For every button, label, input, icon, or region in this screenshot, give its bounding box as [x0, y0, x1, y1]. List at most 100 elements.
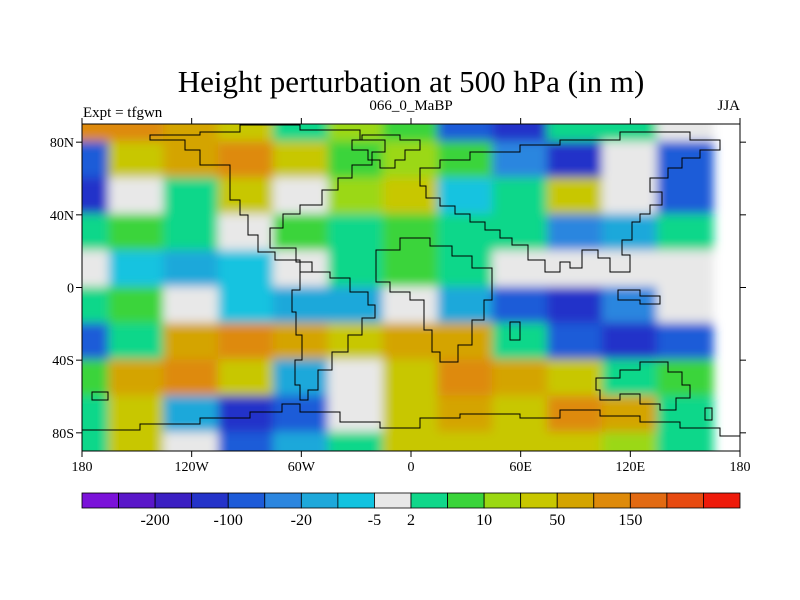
field-cell: [601, 213, 659, 253]
field-cell: [492, 286, 550, 325]
field-cell: [108, 395, 166, 434]
y-tick-label: 0: [67, 282, 74, 297]
chart-title: Height perturbation at 500 hPa (in m): [178, 64, 645, 99]
colorbar-label: -20: [291, 512, 312, 529]
field-cell: [82, 177, 111, 216]
field-cell: [382, 322, 440, 362]
y-tick-label: 40N: [50, 209, 74, 224]
field-cell: [656, 395, 714, 434]
colorbar-box: [81, 492, 119, 509]
colorbar-box: [191, 492, 229, 509]
field-cell: [656, 431, 714, 451]
field-cell: [327, 250, 385, 289]
field-cell: [437, 431, 495, 451]
height-field: [82, 124, 714, 451]
field-cell: [437, 359, 495, 398]
field-cell: [82, 250, 111, 289]
field-cell: [656, 141, 714, 180]
colorbar-box: [629, 492, 668, 509]
field-cell: [547, 124, 604, 144]
field-cell: [327, 359, 385, 398]
field-cell: [163, 431, 221, 451]
colorbar-box: [593, 492, 631, 509]
colorbar-box: [520, 492, 558, 509]
x-tick-label: 60W: [288, 460, 316, 475]
continent-outlines: [82, 124, 740, 437]
field-cell: [82, 322, 111, 362]
field-cell: [163, 177, 221, 216]
field-cell: [492, 213, 550, 253]
subtitle-right: JJA: [717, 98, 740, 114]
colorbar: -200 -100 -20 -5 2 10 50 150: [81, 492, 741, 529]
coastline-madagascar: [509, 321, 521, 341]
field-cell: [492, 177, 550, 216]
field-cell: [82, 286, 111, 325]
field-cell: [547, 322, 604, 362]
field-cell: [547, 213, 604, 253]
field-cell: [218, 177, 275, 216]
colorbar-box: [337, 492, 375, 509]
field-cell: [656, 250, 714, 289]
field-cell: [601, 395, 659, 434]
field-cell: [382, 141, 440, 180]
field-cell: [82, 395, 111, 434]
field-cell: [218, 359, 275, 398]
field-cell: [108, 322, 166, 362]
field-cell: [382, 124, 440, 144]
coastline-australia: [595, 361, 691, 411]
colorbar-label: 50: [549, 512, 565, 529]
field-cell: [108, 213, 166, 253]
y-axis: 80N 40N 0 40S 80S: [50, 136, 746, 442]
field-cell: [327, 177, 385, 216]
subtitle-center: 066_0_MaBP: [369, 98, 452, 114]
field-cell: [272, 286, 330, 325]
field-cell: [272, 213, 330, 253]
field-cell: [108, 250, 166, 289]
field-cell: [437, 286, 495, 325]
field-cell: [492, 124, 550, 144]
field-cell: [547, 359, 604, 398]
coastline-greenland: [351, 134, 421, 169]
field-cell: [163, 395, 221, 434]
field-cell: [382, 250, 440, 289]
colorbar-box: [264, 492, 302, 509]
y-tick-label: 40S: [52, 354, 74, 369]
field-cell: [382, 395, 440, 434]
colorbar-box: [556, 492, 595, 509]
field-cell: [382, 286, 440, 325]
field-cell: [82, 431, 111, 451]
field-cell: [272, 395, 330, 434]
field-cell: [382, 359, 440, 398]
field-cell: [547, 141, 604, 180]
field-cell: [327, 395, 385, 434]
field-cell: [82, 124, 111, 144]
field-cell: [108, 359, 166, 398]
field-cell: [163, 286, 221, 325]
colorbar-box: [154, 492, 193, 509]
field-cell: [163, 213, 221, 253]
colorbar-label: -5: [368, 512, 381, 529]
field-cell: [163, 359, 221, 398]
coastline-new-zealand: [704, 407, 713, 421]
field-cell: [272, 250, 330, 289]
colorbar-box: [410, 492, 448, 509]
field-cell: [601, 322, 659, 362]
colorbar-box: [118, 492, 156, 509]
field-cell: [437, 177, 495, 216]
field-cell: [163, 322, 221, 362]
field-cell: [656, 286, 714, 325]
field-cell: [218, 213, 275, 253]
field-cell: [382, 177, 440, 216]
field-cell: [218, 395, 275, 434]
colorbar-label: -100: [214, 512, 243, 529]
field-cell: [272, 177, 330, 216]
field-cell: [82, 359, 111, 398]
field-cell: [218, 431, 275, 451]
field-cell: [327, 124, 385, 144]
field-cell: [163, 141, 221, 180]
field-cell: [272, 431, 330, 451]
field-cell: [108, 141, 166, 180]
field-cell: [547, 177, 604, 216]
